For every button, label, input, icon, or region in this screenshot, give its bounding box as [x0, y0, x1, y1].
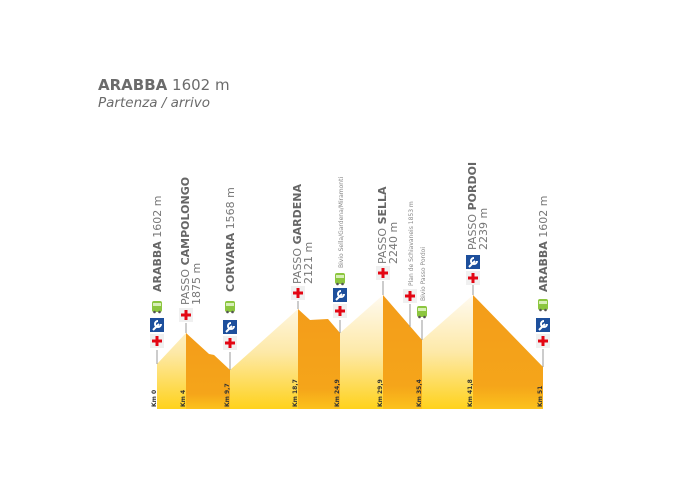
bus-icon [417, 306, 427, 319]
km-label: Km 18,7 [292, 379, 299, 407]
start-name: ARABBA [98, 76, 168, 94]
label-pordoi: PASSO PORDOI [466, 162, 479, 250]
start-altitude: 1602 m [172, 76, 230, 94]
wrench-icon [535, 317, 551, 333]
descent-sella [383, 295, 422, 409]
route-title: ARABBA 1602 m Partenza / arrivo [98, 76, 230, 112]
first-aid-icon [223, 336, 237, 350]
label-campolongo: PASSO CAMPOLONGO [179, 177, 192, 305]
label-bivio-sella: Bivio Sella/Gardena/Miramonti [338, 177, 345, 268]
first-aid-icon [150, 334, 164, 348]
first-aid-icon [333, 304, 347, 318]
first-aid-icon [179, 308, 193, 322]
km-label: Km 24,9 [334, 379, 341, 407]
bus-icon [152, 301, 162, 314]
label-plan-de-schiavaneis: Plan de Schiavaneis 1853 m [408, 201, 415, 286]
label-corvara: CORVARA 1568 m [224, 187, 237, 292]
label-bivio-pordoi: Bivio Passo Pordoi [420, 247, 427, 301]
start-subtitle: Partenza / arrivo [98, 95, 210, 111]
first-aid-icon [536, 334, 550, 348]
bus-icon [335, 273, 345, 286]
km-label: Km 0 [151, 390, 158, 407]
first-aid-icon [403, 289, 417, 303]
profile-area [157, 295, 543, 409]
label-arabba-end: ARABBA 1602 m [537, 196, 550, 293]
wrench-icon [222, 319, 238, 335]
wrench-icon [149, 317, 165, 333]
altitude-sella: 2240 m [387, 222, 400, 264]
bus-icon [538, 299, 548, 312]
first-aid-icon [466, 271, 480, 285]
altitude-gardena: 2121 m [302, 242, 315, 284]
km-label: Km 9,7 [224, 383, 231, 407]
descent-pordoi [473, 295, 543, 409]
descent-campolongo-corvara [186, 333, 230, 409]
km-label: Km 41,8 [467, 379, 474, 407]
km-label: Km 51 [537, 386, 544, 407]
label-gardena: PASSO GARDENA [291, 184, 304, 284]
bus-icon [225, 301, 235, 314]
first-aid-icon [376, 266, 390, 280]
km-label: Km 35,4 [416, 379, 423, 407]
wrench-icon [332, 287, 348, 303]
km-label: Km 4 [180, 390, 187, 407]
altitude-pordoi: 2239 m [477, 208, 490, 250]
label-sella: PASSO SELLA [376, 186, 389, 264]
marker-lines [156, 281, 544, 370]
first-aid-icon [291, 286, 305, 300]
altitude-campolongo: 1875 m [190, 263, 203, 305]
descent-gardena [298, 309, 340, 409]
label-arabba-start: ARABBA 1602 m [151, 196, 164, 293]
wrench-icon [465, 254, 481, 270]
km-label: Km 29,9 [377, 379, 384, 407]
